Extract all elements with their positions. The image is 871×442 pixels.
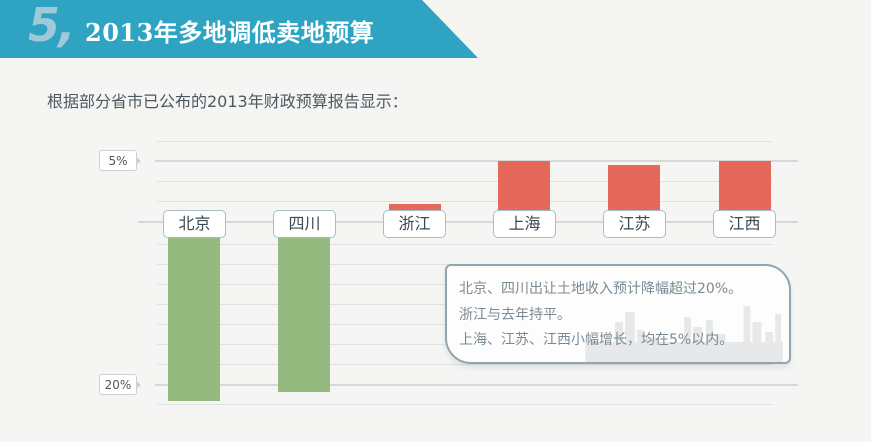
zero-axis-line	[138, 221, 798, 223]
annotation-callout: 北京、四川出让土地收入预计降幅超过20%。 浙江与去年持平。 上海、江苏、江西小…	[445, 264, 791, 364]
bar-beijing	[168, 222, 220, 401]
category-label-zhejiang: 浙江	[383, 210, 446, 238]
category-label-jiangsu: 江苏	[603, 210, 666, 238]
grid-line-20pct	[155, 384, 798, 386]
category-label-sichuan: 四川	[273, 210, 336, 238]
grid-line	[157, 244, 772, 245]
category-label-jiangxi: 江西	[713, 210, 776, 238]
y-label-20pct: 20%	[99, 374, 141, 395]
category-label-beijing: 北京	[163, 210, 226, 238]
grid-line-5pct	[155, 160, 798, 162]
y-label-5pct: 5%	[99, 150, 141, 171]
bar-sichuan	[278, 222, 330, 392]
grid-line	[157, 141, 772, 142]
annotation-line-1: 北京、四川出让土地收入预计降幅超过20%。	[459, 281, 743, 297]
annotation-line-3: 上海、江苏、江西小幅增长，均在5%以内。	[459, 332, 734, 348]
annotation-line-2: 浙江与去年持平。	[459, 307, 571, 323]
grid-line	[157, 364, 772, 365]
city-skyline-icon	[585, 306, 784, 362]
section-banner	[0, 0, 478, 58]
grid-line	[157, 181, 772, 182]
section-title: 2013年多地调低卖地预算	[85, 18, 375, 47]
section-number: 5,	[28, 0, 76, 52]
chart-subtitle: 根据部分省市已公布的2013年财政预算报告显示：	[47, 92, 408, 111]
grid-line	[157, 404, 772, 405]
grid-line	[157, 201, 772, 202]
category-label-shanghai: 上海	[493, 210, 556, 238]
